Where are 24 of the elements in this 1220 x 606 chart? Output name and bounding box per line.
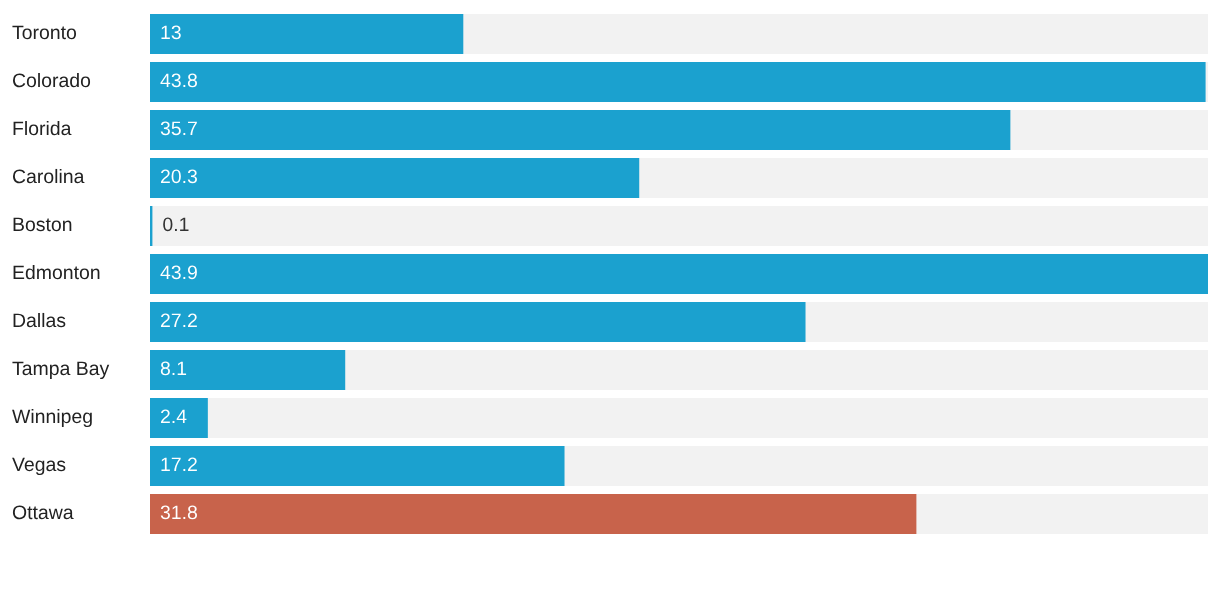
y-tick-label: Dallas [13,312,66,328]
data-label: 2.4 [160,409,187,424]
y-tick-label: Toronto [12,25,77,40]
y-tick-label: Boston [13,217,72,232]
data-label: 31.8 [160,505,197,520]
data-label: 8.1 [160,361,187,376]
y-tick-label: Ottawa [12,505,74,520]
bar [150,350,346,390]
y-tick-label: Florida [13,120,72,136]
bar [150,398,208,438]
data-label: 20.3 [160,169,197,184]
y-tick-label: Edmonton [13,264,100,280]
y-tick-label: Vegas [12,457,66,476]
data-label: 43.9 [160,265,197,280]
data-label: 0.1 [163,217,189,232]
y-tick-label: Carolina [12,168,85,184]
data-label: 35.7 [160,121,197,136]
y-tick-label: Winnipeg [12,408,92,428]
data-label: 17.2 [161,457,197,472]
data-label: 13 [161,25,181,40]
y-tick-label: Tampa Bay [12,361,110,380]
data-label: 27.2 [160,313,197,328]
y-tick-label: Colorado [12,72,91,88]
data-label: 43.8 [160,73,197,88]
